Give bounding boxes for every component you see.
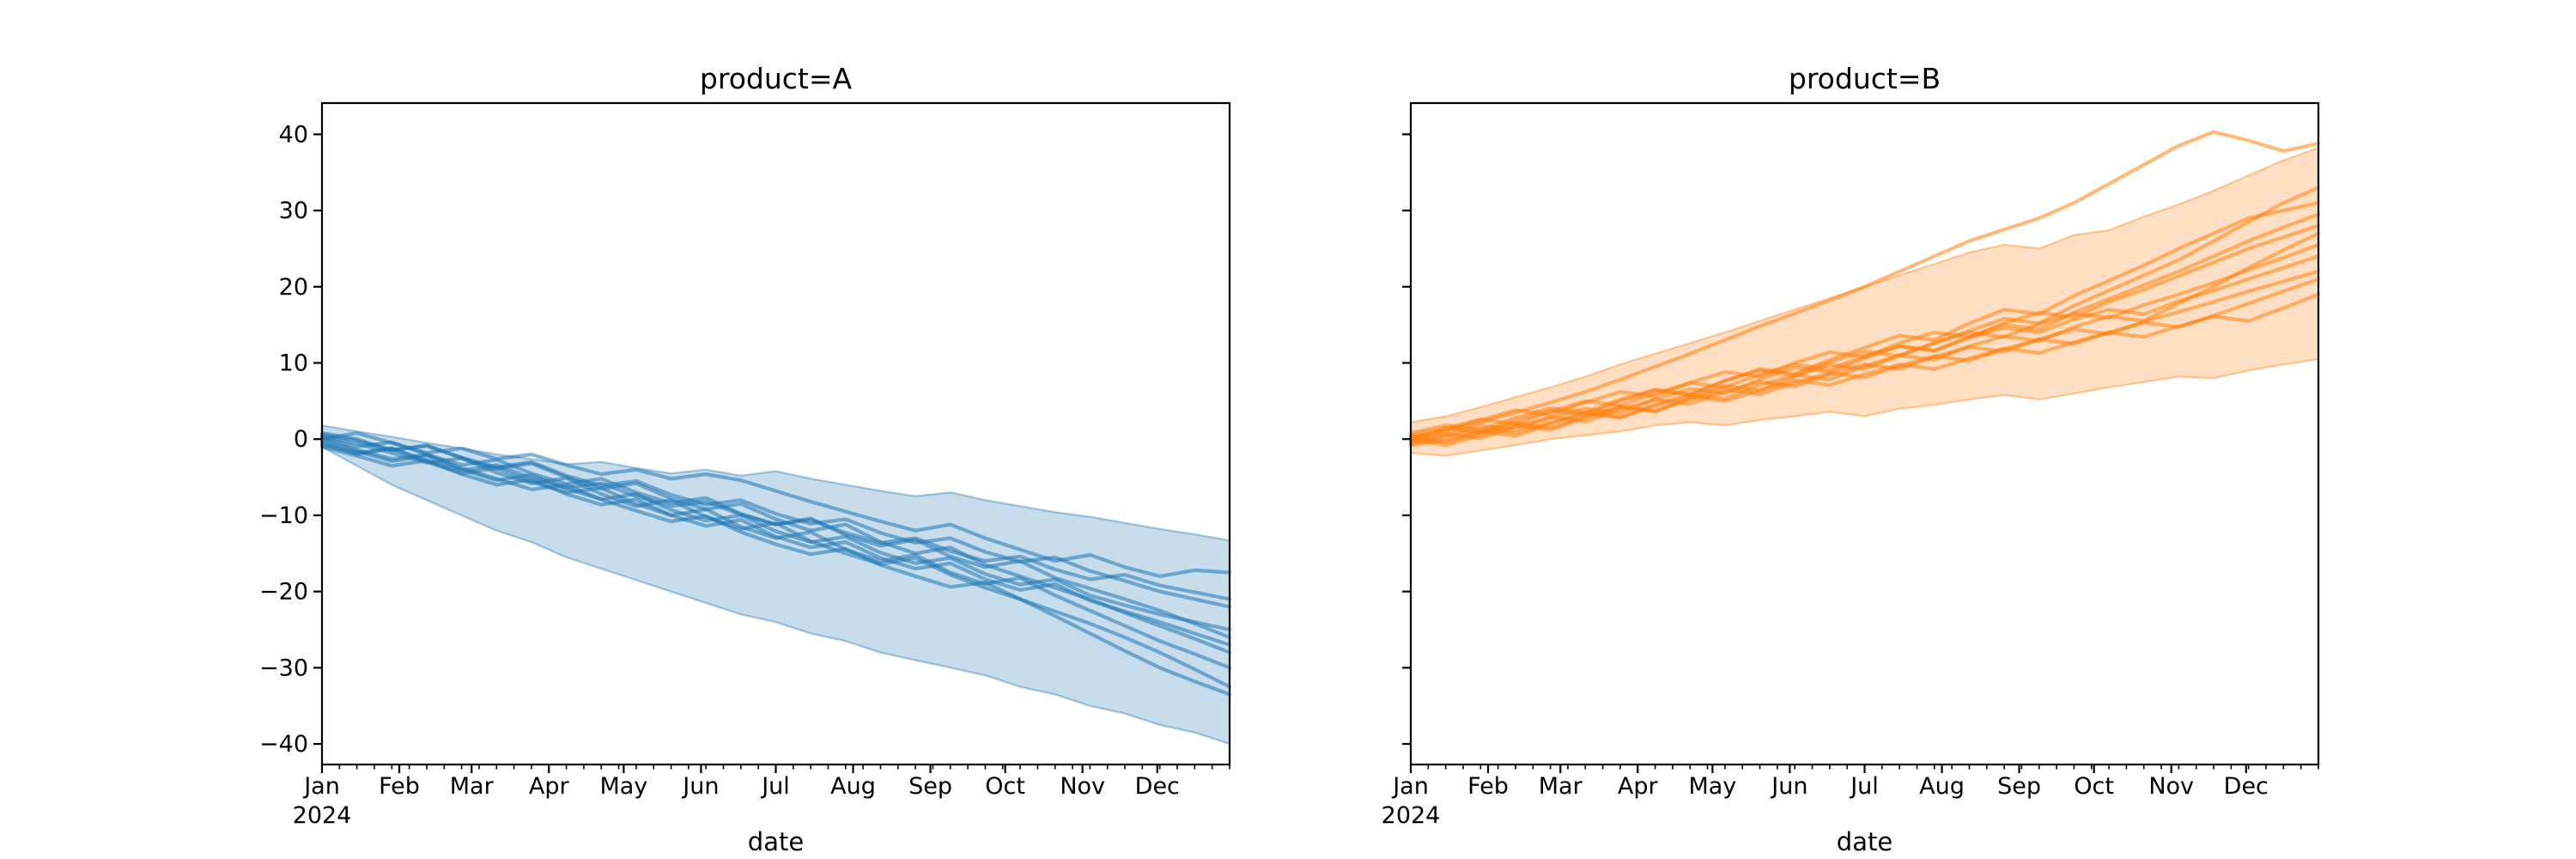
series-line-5 <box>319 444 1232 647</box>
x-tick-label: Jun <box>1770 773 1807 800</box>
series-line-10 <box>1408 277 2321 444</box>
x-tick-label: Apr <box>1618 773 1659 800</box>
x-tick-label: Feb <box>379 773 420 800</box>
x-axis-label: date <box>1837 827 1893 856</box>
x-tick-label: Mar <box>1539 773 1583 800</box>
series-line-10 <box>319 431 1232 579</box>
series-line-7 <box>319 439 1232 632</box>
x-tick-label: Dec <box>2224 773 2269 800</box>
y-tick-label: 10 <box>279 350 308 377</box>
x-tick-label: Sep <box>908 773 952 800</box>
x-tick-label: Nov <box>1060 773 1105 800</box>
x-tick-label: Mar <box>450 773 495 800</box>
y-tick-label: −20 <box>259 579 308 606</box>
y-tick-label: −30 <box>259 655 308 681</box>
x-tick-label: Dec <box>1135 773 1180 800</box>
x-tick-label: Jul <box>1849 773 1879 800</box>
y-tick-label: 20 <box>279 274 308 301</box>
series-line-2 <box>1408 186 2321 448</box>
x-tick-label: Jul <box>760 773 790 800</box>
band-edge-lower <box>1410 357 2319 457</box>
y-tick-label: −40 <box>259 731 308 758</box>
x-tick-label: Jan <box>1391 773 1429 800</box>
x-tick-label: Jan <box>302 773 340 800</box>
y-tick-label: −10 <box>259 503 308 529</box>
x-tick-label: May <box>1688 773 1736 800</box>
series-line-8 <box>319 432 1232 609</box>
x-tick-label: Aug <box>830 773 876 800</box>
y-tick-label: 30 <box>279 198 308 224</box>
uncertainty-band <box>1411 148 2318 456</box>
x-tick-label: Oct <box>985 773 1025 800</box>
x-tick-label: Jun <box>681 773 719 800</box>
x-tick-label: Feb <box>1467 773 1509 800</box>
chart-panel-b: Jan Feb Mar Apr May Jun Jul Aug Sep Oct Nov Dec 2024… <box>1382 62 2321 856</box>
series-line-8 <box>1408 254 2321 442</box>
series-line-11 <box>1408 292 2321 446</box>
chart-panel-a: Jan Feb Mar Apr May Jun Jul Aug Sep Oct Nov Dec 2024… <box>259 62 1232 856</box>
x-tick-label: Nov <box>2148 773 2194 800</box>
year-label: 2024 <box>293 802 352 829</box>
x-tick-label: Aug <box>1919 773 1965 800</box>
panel-title: product=A <box>700 62 853 95</box>
x-tick-label: May <box>599 773 647 800</box>
band-edge-lower <box>321 446 1230 746</box>
uncertainty-band <box>322 425 1230 744</box>
x-tick-label: Oct <box>2074 773 2114 800</box>
series-line-1 <box>1408 130 2321 442</box>
year-label: 2024 <box>1382 802 1441 829</box>
y-tick-label: 40 <box>279 121 308 148</box>
x-axis-label: date <box>748 827 804 856</box>
x-tick-label: Apr <box>529 773 570 800</box>
series-line-9 <box>319 443 1232 601</box>
x-tick-label: Sep <box>1997 773 2041 800</box>
panel-title: product=B <box>1789 62 1941 95</box>
y-tick-label: 0 <box>294 426 308 453</box>
